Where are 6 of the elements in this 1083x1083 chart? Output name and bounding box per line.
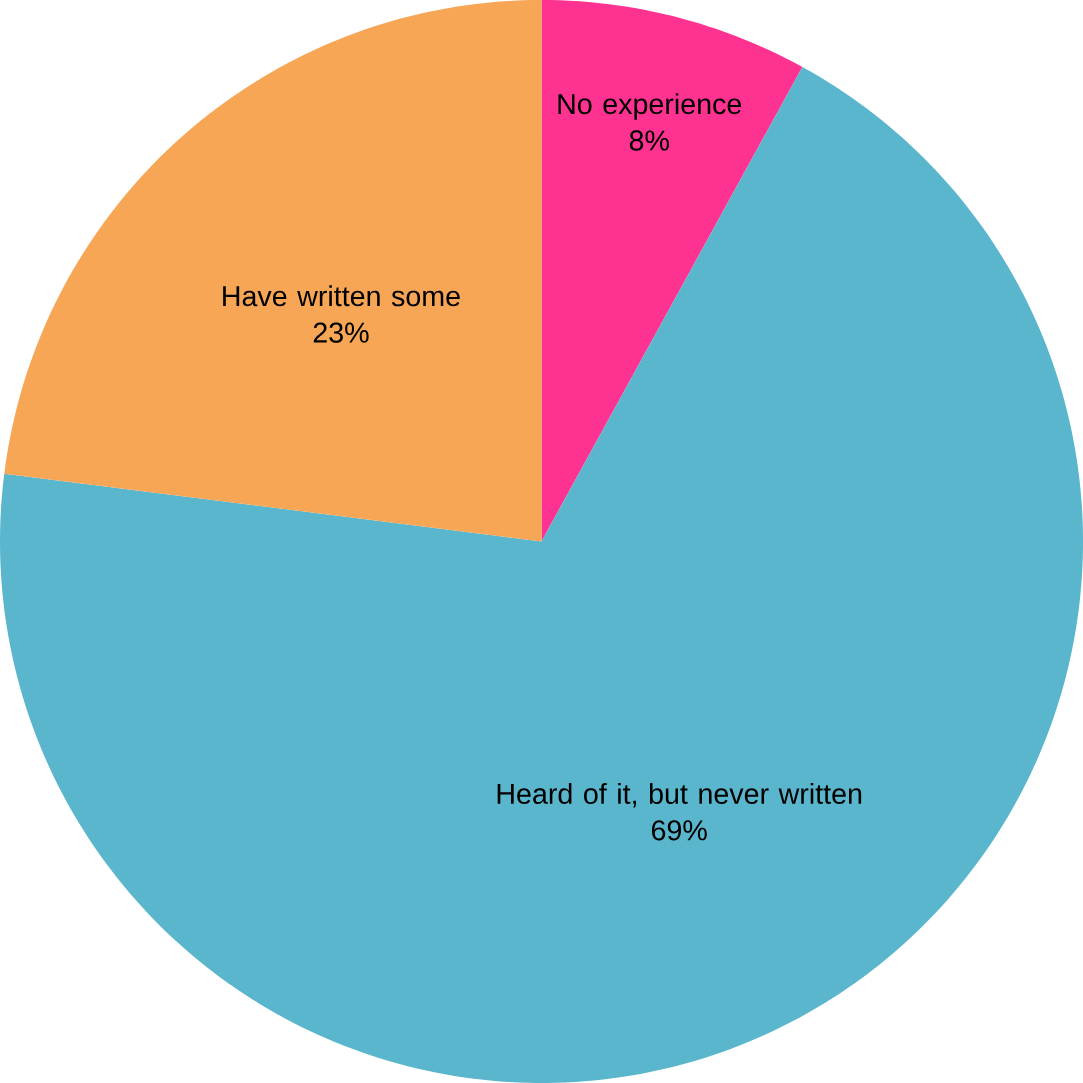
data-label: 23% — [313, 322, 369, 343]
slice-label: No experience — [558, 93, 742, 120]
data-label: 69% — [651, 820, 707, 841]
data-label: 8% — [629, 130, 669, 151]
slice-label: Heard of it, but never written — [497, 782, 862, 808]
slice-label: Have written some — [223, 285, 460, 307]
